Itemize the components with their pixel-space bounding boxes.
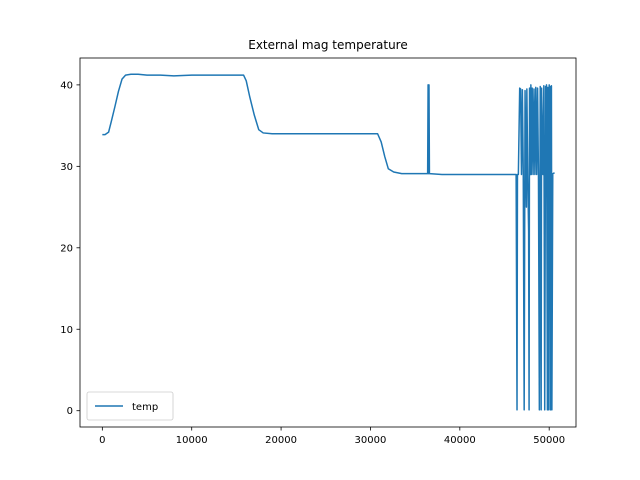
x-tick-label: 20000: [265, 435, 297, 446]
y-tick-label: 40: [60, 80, 73, 91]
plot-frame: [79, 57, 577, 428]
x-tick-label: 50000: [533, 435, 565, 446]
legend-box: [86, 391, 174, 421]
x-tick-label: 0: [99, 435, 105, 446]
chart-title: External mag temperature: [248, 38, 408, 52]
y-tick-label: 10: [60, 325, 73, 336]
y-tick-label: 30: [60, 162, 73, 173]
x-tick-label: 10000: [176, 435, 208, 446]
x-tick-label: 40000: [444, 435, 476, 446]
series-layer: [102, 73, 555, 411]
x-tick-label: 30000: [355, 435, 387, 446]
series-line-temp: [102, 73, 555, 411]
legend: temp: [86, 391, 174, 421]
y-tick-label: 0: [67, 406, 73, 417]
x-axis: 0 10000 20000 30000 40000 50000: [99, 427, 565, 446]
y-axis: 0 10 20 30 40: [60, 80, 80, 417]
y-tick-label: 20: [60, 243, 73, 254]
legend-label: temp: [132, 402, 158, 413]
